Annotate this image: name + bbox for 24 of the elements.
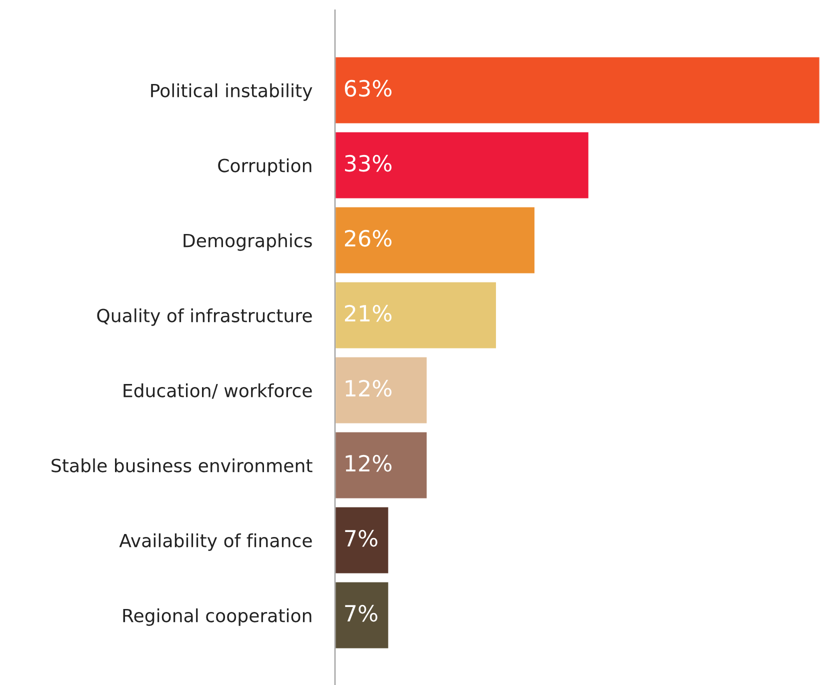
data-label: 12% (346, 454, 392, 472)
data-label: 7% (345, 530, 378, 547)
y-tick-label: Demographics (184, 233, 312, 251)
bar (335, 580, 390, 650)
bar (335, 130, 590, 200)
bar (335, 430, 428, 500)
bar (335, 506, 390, 575)
y-tick-label: Availability of finance (119, 533, 312, 551)
bar (335, 56, 820, 125)
y-tick-label: Political instability (151, 83, 312, 101)
data-label: 12% (346, 380, 392, 397)
bar (335, 356, 428, 425)
y-tick-label: Stable business environment (52, 458, 312, 472)
data-label: 21% (344, 304, 392, 322)
bar (335, 206, 536, 275)
data-label: 33% (345, 154, 392, 172)
y-tick-label: Quality of infrastructure (97, 308, 312, 326)
data-label: 63% (344, 80, 392, 97)
y-tick-label: Regional cooperation (123, 608, 312, 626)
bar (335, 280, 498, 350)
data-label: 26% (344, 230, 392, 247)
y-tick-label: Corruption (218, 158, 312, 176)
y-tick-label: Education/ workforce (124, 383, 312, 399)
data-label: 7% (345, 604, 378, 622)
